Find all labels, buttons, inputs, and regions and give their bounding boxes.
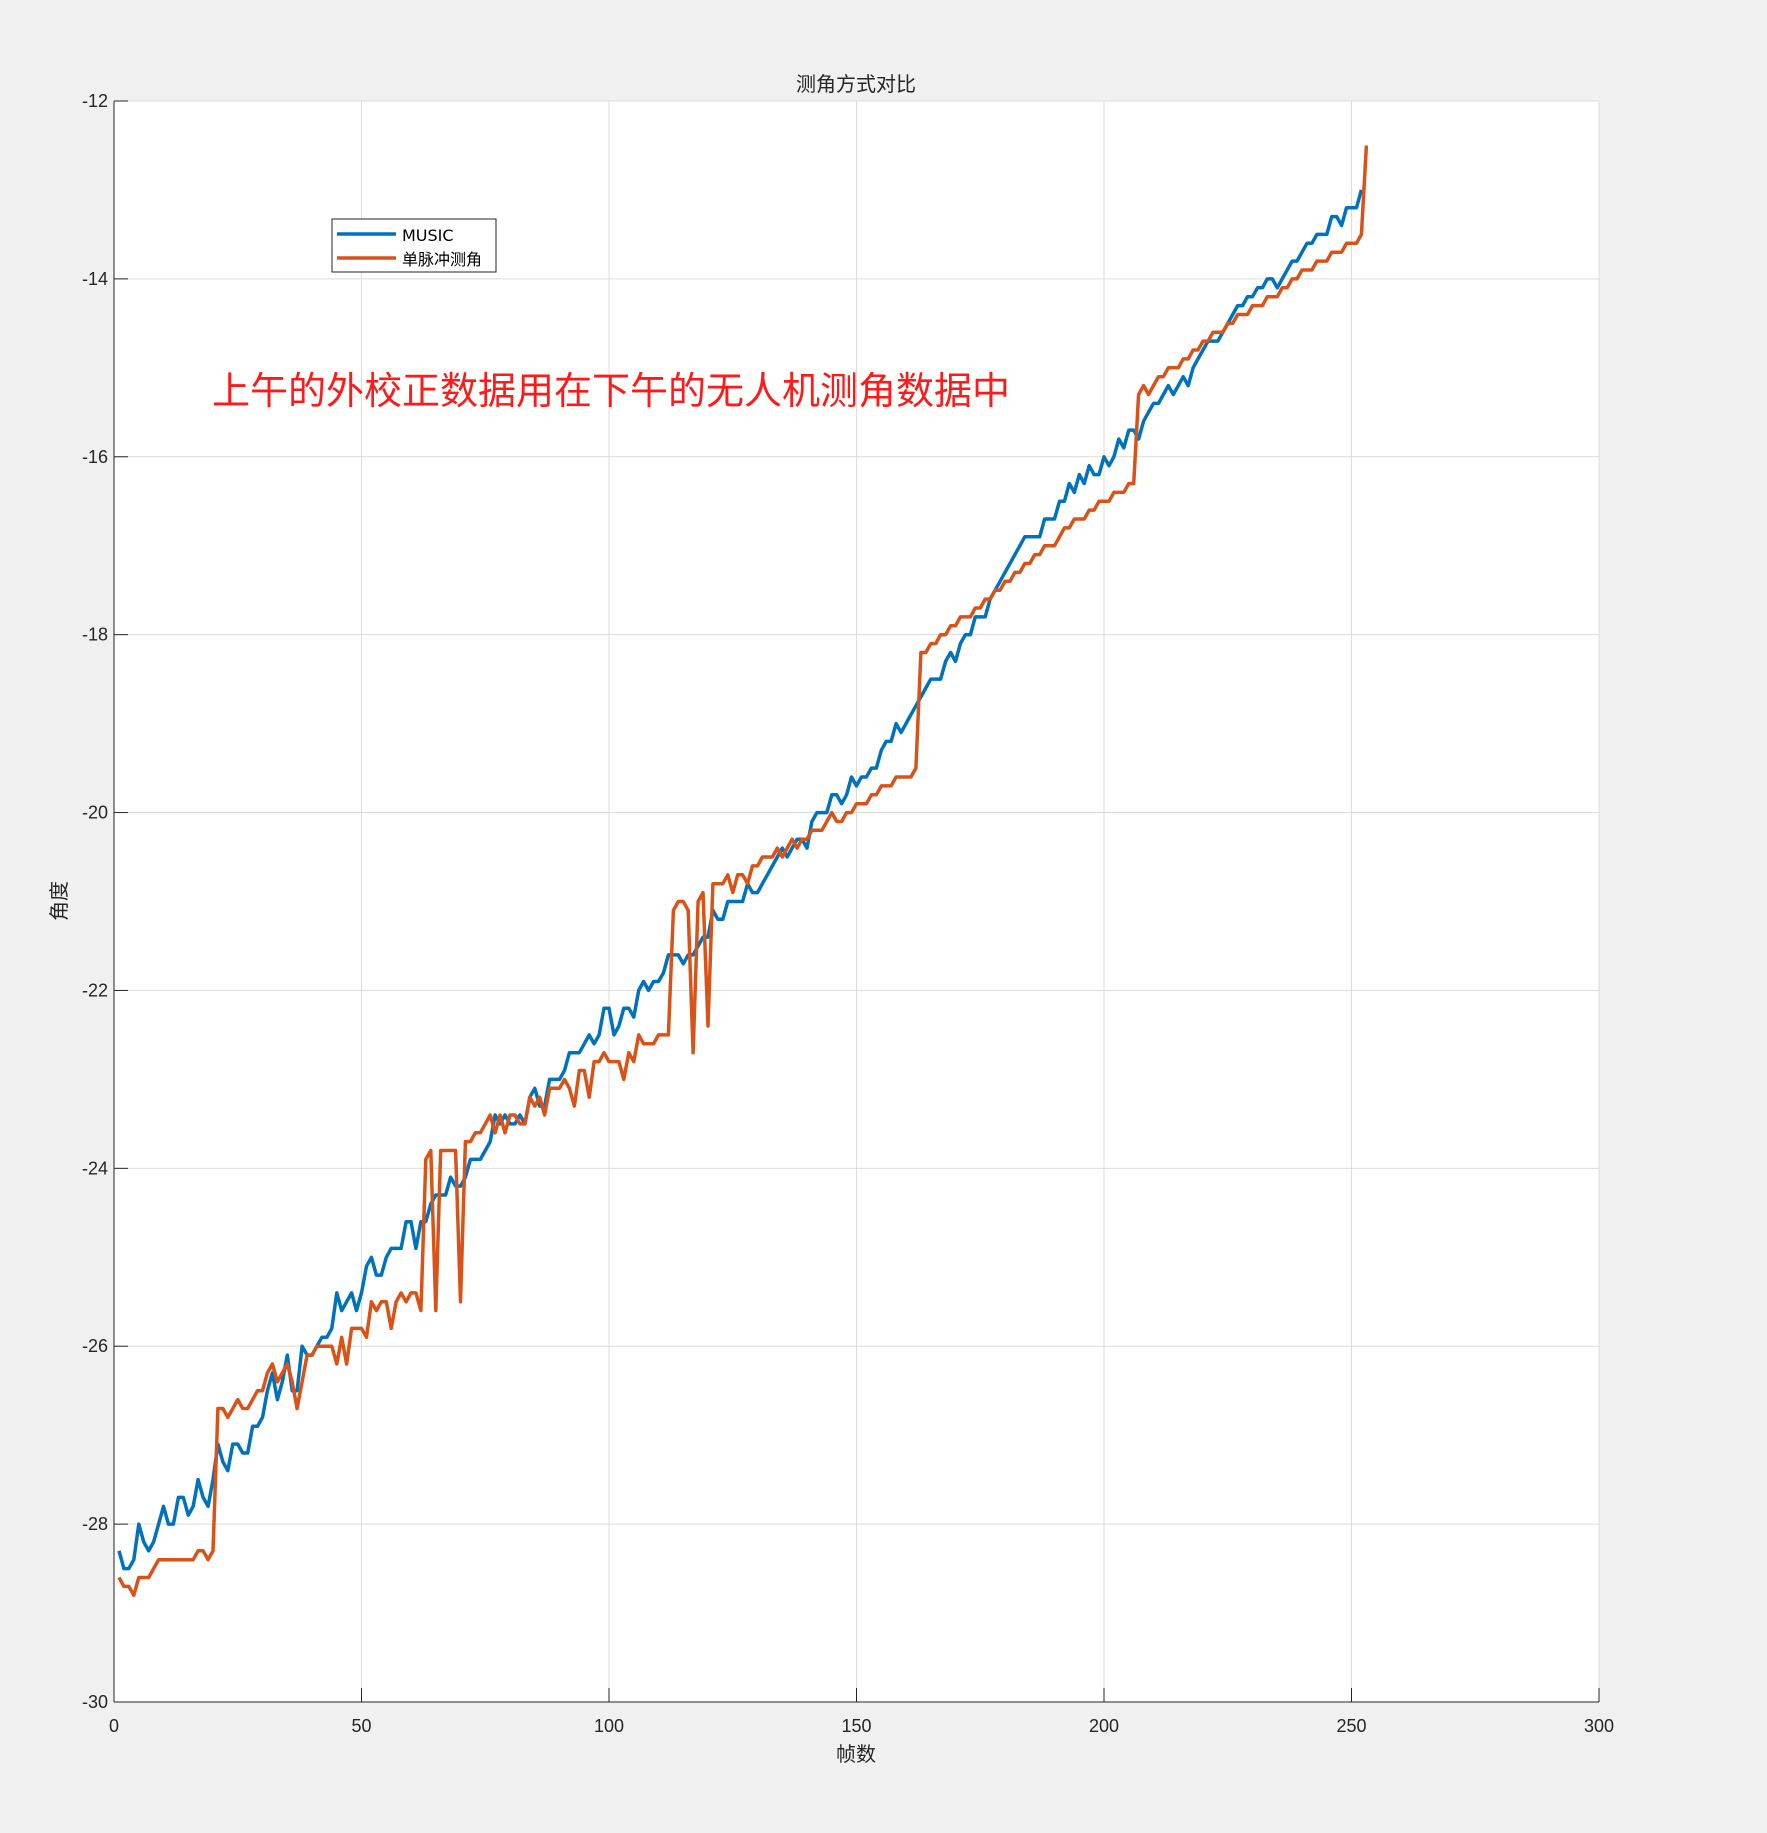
y-tick-label: -22 <box>82 980 108 1000</box>
y-tick-label: -20 <box>82 803 108 823</box>
legend-label-monopulse: 单脉冲测角 <box>402 250 482 269</box>
legend-label-music: MUSIC <box>402 226 454 245</box>
x-tick-label: 250 <box>1336 1716 1366 1736</box>
y-tick-label: -12 <box>82 91 108 111</box>
x-tick-label: 50 <box>351 1716 371 1736</box>
x-tick-label: 150 <box>841 1716 871 1736</box>
y-tick-label: -18 <box>82 625 108 645</box>
y-tick-label: -28 <box>82 1514 108 1534</box>
series-lines <box>117 145 1369 1598</box>
chart-annotation: 上午的外校正数据用在下午的无人机测角数据中 <box>212 369 1010 413</box>
series-line-1 <box>117 145 1369 1598</box>
y-tick-label: -14 <box>82 269 108 289</box>
axes: 0 50 100 150 200 250 300 -30 -28 -26 -24 -22 -20 -18 -… <box>82 91 1614 1736</box>
chart-title: 测角方式对比 <box>796 72 916 96</box>
x-axis-label: 帧数 <box>836 1742 876 1766</box>
series-line-0 <box>117 189 1364 1571</box>
x-tick-label: 200 <box>1089 1716 1119 1736</box>
x-tick-label: 0 <box>109 1716 119 1736</box>
x-tick-label: 300 <box>1584 1716 1614 1736</box>
y-tick-label: -24 <box>82 1158 108 1178</box>
y-tick-label: -16 <box>82 447 108 467</box>
y-tick-label: -26 <box>82 1336 108 1356</box>
legend: MUSIC 单脉冲测角 <box>331 218 497 273</box>
y-tick-label: -30 <box>82 1692 108 1712</box>
x-tick-label: 100 <box>594 1716 624 1736</box>
y-axis-label: 角度 <box>47 881 71 921</box>
legend-box <box>331 218 497 273</box>
